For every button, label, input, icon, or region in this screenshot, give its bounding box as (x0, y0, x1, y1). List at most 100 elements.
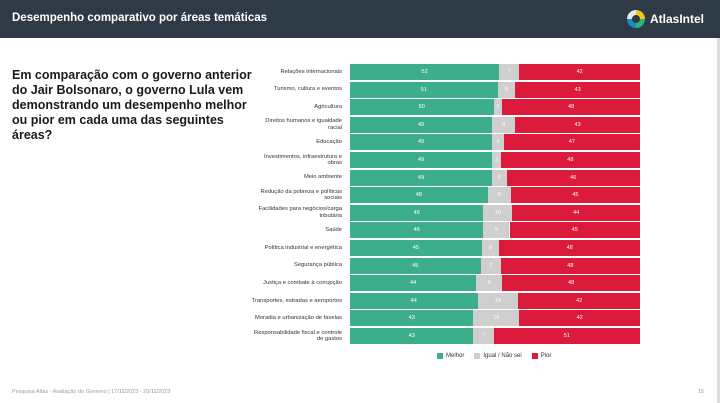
data-label: 3 (494, 157, 498, 163)
data-label: 8 (497, 192, 501, 199)
legend-label: Igual / Não sei (483, 353, 522, 359)
data-label: 3 (496, 104, 500, 111)
bar-segment-igual: 8 (487, 187, 511, 204)
data-label: 51 (563, 333, 570, 339)
legend-item-pior: Pior (531, 353, 552, 359)
category-label: Meio ambiente (303, 174, 342, 181)
header-bar: Desempenho comparativo por áreas temátic… (0, 0, 720, 38)
data-label: 6 (489, 245, 493, 251)
data-label: 44 (573, 209, 580, 216)
bar-segment-melhor: 46 (350, 204, 484, 221)
category-label: Direitos humanos e igualdade racial (265, 118, 342, 131)
data-label: 51 (420, 86, 428, 93)
bar-segment-melhor: 45 (350, 240, 482, 256)
category-label: Relações internacionais (280, 68, 342, 75)
bar-segment-melhor: 44 (350, 292, 478, 309)
bar-segment-pior: 48 (502, 275, 640, 292)
legend-swatch (531, 353, 538, 359)
bar-segment-pior: 43 (515, 81, 640, 98)
data-label: 48 (415, 192, 423, 199)
bar-segment-pior: 43 (515, 116, 640, 133)
data-label: 48 (567, 280, 575, 287)
data-label: 7 (507, 69, 511, 75)
page-number: 15 (697, 389, 704, 395)
bar-segment-pior: 42 (519, 310, 640, 327)
legend-item-igual: Igual / Não sei (474, 353, 522, 359)
bar-segment-igual: 4 (492, 134, 504, 151)
category-label: Investimentos, infraestrutura e obras (264, 153, 342, 167)
survey-question: Em comparação com o governo anterior do … (12, 68, 252, 142)
data-label: 42 (576, 69, 583, 75)
data-label: 44 (410, 297, 417, 304)
page-title: Desempenho comparativo por áreas temátic… (12, 12, 268, 24)
bar-segment-pior: 45 (509, 222, 640, 239)
data-label: 50 (418, 104, 425, 111)
category-label: Segurança pública (293, 262, 342, 269)
bar-segment-melhor: 52 (350, 64, 500, 80)
bar-segment-igual: 5 (492, 169, 507, 186)
bar-segment-pior: 42 (518, 292, 640, 309)
bar-segment-melhor: 43 (350, 310, 474, 327)
bar-segment-igual: 10 (483, 204, 513, 221)
legend-label: Melhor (446, 353, 465, 359)
data-label: 43 (574, 121, 581, 128)
bar-segment-melhor: 49 (350, 169, 493, 186)
bar-segment-igual: 6 (497, 81, 516, 98)
bar-segment-igual: 7 (480, 257, 501, 274)
bar-segment-pior: 48 (500, 152, 640, 168)
bar-segment-pior: 44 (512, 204, 640, 221)
legend-swatch (437, 353, 443, 359)
data-label: 4 (496, 139, 500, 146)
bar-segment-melhor: 45 (350, 257, 481, 274)
data-label: 48 (566, 245, 573, 251)
chart-legend: Melhor Igual / Não sei Pior (437, 353, 561, 359)
bar-segment-melhor: 49 (350, 134, 493, 151)
data-label: 48 (567, 104, 575, 111)
category-label: Saúde (325, 227, 342, 234)
data-label: 5 (497, 174, 501, 181)
bar-segment-pior: 48 (499, 240, 640, 256)
bar-segment-pior: 45 (510, 187, 640, 204)
category-label: Política industrial e energética (264, 244, 342, 251)
data-label: 44 (410, 280, 417, 287)
logo-text: AtlasIntel (649, 12, 704, 26)
category-label: Facilidades para negócios/carga tributár… (258, 206, 342, 219)
category-label: Redução da pobreza e políticas sociais (260, 188, 342, 202)
data-label: 6 (505, 86, 509, 93)
bar-segment-igual: 3 (493, 99, 503, 116)
category-label: Educação (316, 139, 342, 146)
bar-segment-pior: 48 (500, 257, 640, 274)
bar-segment-igual: 16 (473, 310, 520, 327)
category-label: Justiça e combate à corrupção (263, 279, 342, 286)
data-label: 45 (412, 245, 420, 251)
bar-segment-pior: 47 (503, 134, 640, 151)
data-label: 10 (494, 209, 501, 216)
bar-segment-igual: 9 (476, 275, 503, 292)
data-label: 45 (572, 192, 579, 199)
bar-segment-pior: 48 (502, 99, 640, 116)
bar-segment-pior: 51 (493, 328, 640, 344)
data-label: 48 (567, 262, 574, 269)
data-label: 49 (417, 157, 425, 163)
bar-segment-melhor: 44 (350, 275, 477, 292)
category-label: Agricultura (314, 103, 342, 110)
data-label: 43 (408, 333, 415, 339)
data-label: 48 (567, 157, 574, 163)
data-label: 9 (487, 280, 491, 287)
bar-segment-melhor: 49 (350, 152, 493, 168)
category-label: Moradia e urbanização de favelas (254, 315, 342, 322)
footer-source: Pesquisa Atlas - Avaliação do Governo | … (12, 389, 171, 395)
data-label: 43 (408, 315, 415, 322)
atlasintel-logo-icon (626, 10, 645, 28)
bar-segment-igual: 6 (481, 240, 500, 256)
legend-label: Pior (540, 353, 552, 359)
data-label: 49 (417, 139, 425, 146)
bar-segment-igual: 8 (492, 116, 516, 133)
data-label: 42 (575, 297, 583, 304)
bar-segment-melhor: 51 (350, 81, 498, 98)
logo: AtlasIntel (626, 8, 704, 30)
bar-segment-igual: 9 (483, 222, 510, 239)
data-label: 46 (413, 209, 420, 216)
data-label: 46 (570, 174, 577, 181)
category-label: Transportes, estradas e aeroportos (251, 297, 342, 304)
